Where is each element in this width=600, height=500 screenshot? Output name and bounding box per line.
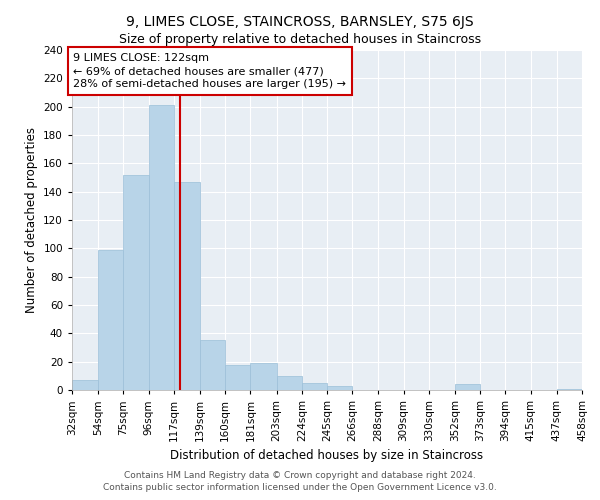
Bar	[174, 182, 200, 390]
Bar	[98, 250, 124, 390]
Text: Size of property relative to detached houses in Staincross: Size of property relative to detached ho…	[119, 32, 481, 46]
X-axis label: Distribution of detached houses by size in Staincross: Distribution of detached houses by size …	[170, 450, 484, 462]
Bar	[277, 376, 302, 390]
Bar	[200, 340, 225, 390]
Text: 9, LIMES CLOSE, STAINCROSS, BARNSLEY, S75 6JS: 9, LIMES CLOSE, STAINCROSS, BARNSLEY, S7…	[126, 15, 474, 29]
Bar	[225, 364, 250, 390]
Y-axis label: Number of detached properties: Number of detached properties	[25, 127, 38, 313]
Bar	[327, 386, 352, 390]
Text: Contains HM Land Registry data © Crown copyright and database right 2024.
Contai: Contains HM Land Registry data © Crown c…	[103, 471, 497, 492]
Text: 9 LIMES CLOSE: 122sqm
← 69% of detached houses are smaller (477)
28% of semi-det: 9 LIMES CLOSE: 122sqm ← 69% of detached …	[73, 53, 346, 89]
Bar	[149, 106, 174, 390]
Bar	[557, 388, 582, 390]
Bar	[302, 383, 327, 390]
Bar	[455, 384, 480, 390]
Bar	[250, 363, 277, 390]
Bar	[72, 380, 98, 390]
Bar	[124, 174, 149, 390]
